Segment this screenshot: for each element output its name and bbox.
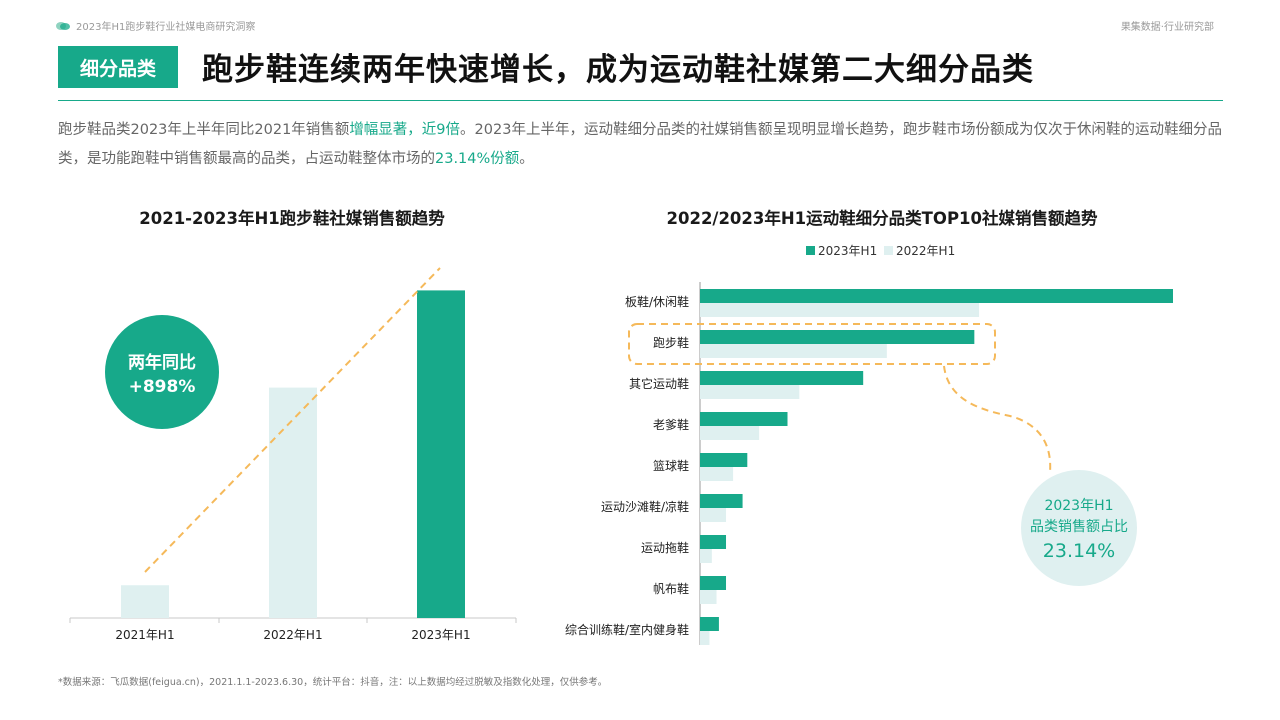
highlight-dashed-box bbox=[628, 323, 996, 365]
category-label: 运动拖鞋 bbox=[641, 540, 689, 555]
intro-highlight-growth: 增幅显著，近9倍 bbox=[349, 122, 461, 138]
category-label: 综合训练鞋/室内健身鞋 bbox=[565, 622, 689, 637]
callout-connector-line bbox=[943, 365, 1052, 473]
bar-2022-3 bbox=[700, 385, 800, 399]
bar-2023-4 bbox=[700, 412, 788, 426]
bar-2023-9 bbox=[700, 617, 719, 631]
trend-bar-2 bbox=[269, 387, 317, 618]
growth-callout-circle bbox=[105, 315, 219, 429]
bar-2023-8 bbox=[700, 576, 727, 590]
section-tag: 细分品类 bbox=[58, 46, 178, 88]
category-label: 篮球鞋 bbox=[653, 458, 689, 473]
left-chart-title: 2021-2023年H1跑步鞋社媒销售额趋势 bbox=[139, 209, 445, 228]
intro-text-3: 。 bbox=[519, 151, 534, 167]
bar-2022-1 bbox=[700, 303, 980, 317]
trend-bar-1 bbox=[121, 585, 169, 618]
growth-callout-value: +898% bbox=[129, 377, 196, 397]
legend-label-2022: 2022年H1 bbox=[896, 244, 955, 258]
category-label: 板鞋/休闲鞋 bbox=[625, 294, 689, 309]
trend-bar-3 bbox=[417, 290, 465, 618]
bar-2023-5 bbox=[700, 453, 748, 467]
bar-2023-7 bbox=[700, 535, 727, 549]
trend-dashed-line bbox=[144, 267, 441, 573]
intro-highlight-share: 23.14%份额 bbox=[435, 151, 520, 167]
category-label: 运动沙滩鞋/凉鞋 bbox=[601, 499, 689, 514]
bar-2023-6 bbox=[700, 494, 743, 508]
bar-2023-2 bbox=[700, 330, 975, 344]
bar-2022-8 bbox=[700, 590, 717, 604]
x-tick-label: 2023年H1 bbox=[411, 628, 470, 642]
growth-callout-label: 两年同比 bbox=[128, 352, 196, 373]
intro-text-1: 跑步鞋品类2023年上半年同比2021年销售额 bbox=[58, 122, 350, 138]
category-label: 其它运动鞋 bbox=[629, 376, 689, 391]
intro-text-2: 。2023年上半年，运动鞋细分品类的社媒销售额呈现明显增长趋势，跑步鞋市场份额成… bbox=[58, 122, 1222, 167]
right-chart-title: 2022/2023年H1运动鞋细分品类TOP10社媒销售额趋势 bbox=[666, 209, 1098, 228]
share-callout-title: 2023年H1 bbox=[1044, 498, 1113, 514]
bar-2022-2 bbox=[700, 344, 887, 358]
x-tick-label: 2022年H1 bbox=[263, 628, 322, 642]
report-header: 2023年H1跑步鞋行业社媒电商研究洞察 bbox=[56, 18, 255, 33]
brand-label: 果集数据·行业研究部 bbox=[1120, 22, 1214, 33]
share-callout-circle bbox=[1021, 470, 1137, 586]
bar-2023-1 bbox=[700, 289, 1173, 303]
legend-label-2023: 2023年H1 bbox=[818, 244, 877, 258]
legend-swatch-2022 bbox=[884, 246, 893, 255]
share-callout-value: 23.14% bbox=[1043, 540, 1115, 562]
category-label: 老爹鞋 bbox=[653, 417, 689, 432]
page-headline: 跑步鞋连续两年快速增长，成为运动鞋社媒第二大细分品类 bbox=[202, 52, 1034, 88]
intro-paragraph: 跑步鞋品类2023年上半年同比2021年销售额增幅显著，近9倍。2023年上半年… bbox=[58, 116, 1228, 174]
category-label: 跑步鞋 bbox=[653, 335, 689, 350]
bar-2022-9 bbox=[700, 631, 710, 645]
bar-2022-7 bbox=[700, 549, 712, 563]
legend-swatch-2023 bbox=[806, 246, 815, 255]
share-callout-subtitle: 品类销售额占比 bbox=[1030, 519, 1128, 535]
data-source-footnote: *数据来源：飞瓜数据(feigua.cn)，2021.1.1-2023.6.30… bbox=[58, 677, 608, 688]
brand-logo-icon bbox=[56, 21, 70, 31]
bar-2022-6 bbox=[700, 508, 727, 522]
x-tick-label: 2021年H1 bbox=[115, 628, 174, 642]
bar-2022-5 bbox=[700, 467, 734, 481]
report-title: 2023年H1跑步鞋行业社媒电商研究洞察 bbox=[76, 22, 256, 33]
bar-2022-4 bbox=[700, 426, 760, 440]
category-label: 帆布鞋 bbox=[653, 581, 689, 596]
bar-2023-3 bbox=[700, 371, 864, 385]
header-divider bbox=[58, 100, 1223, 101]
